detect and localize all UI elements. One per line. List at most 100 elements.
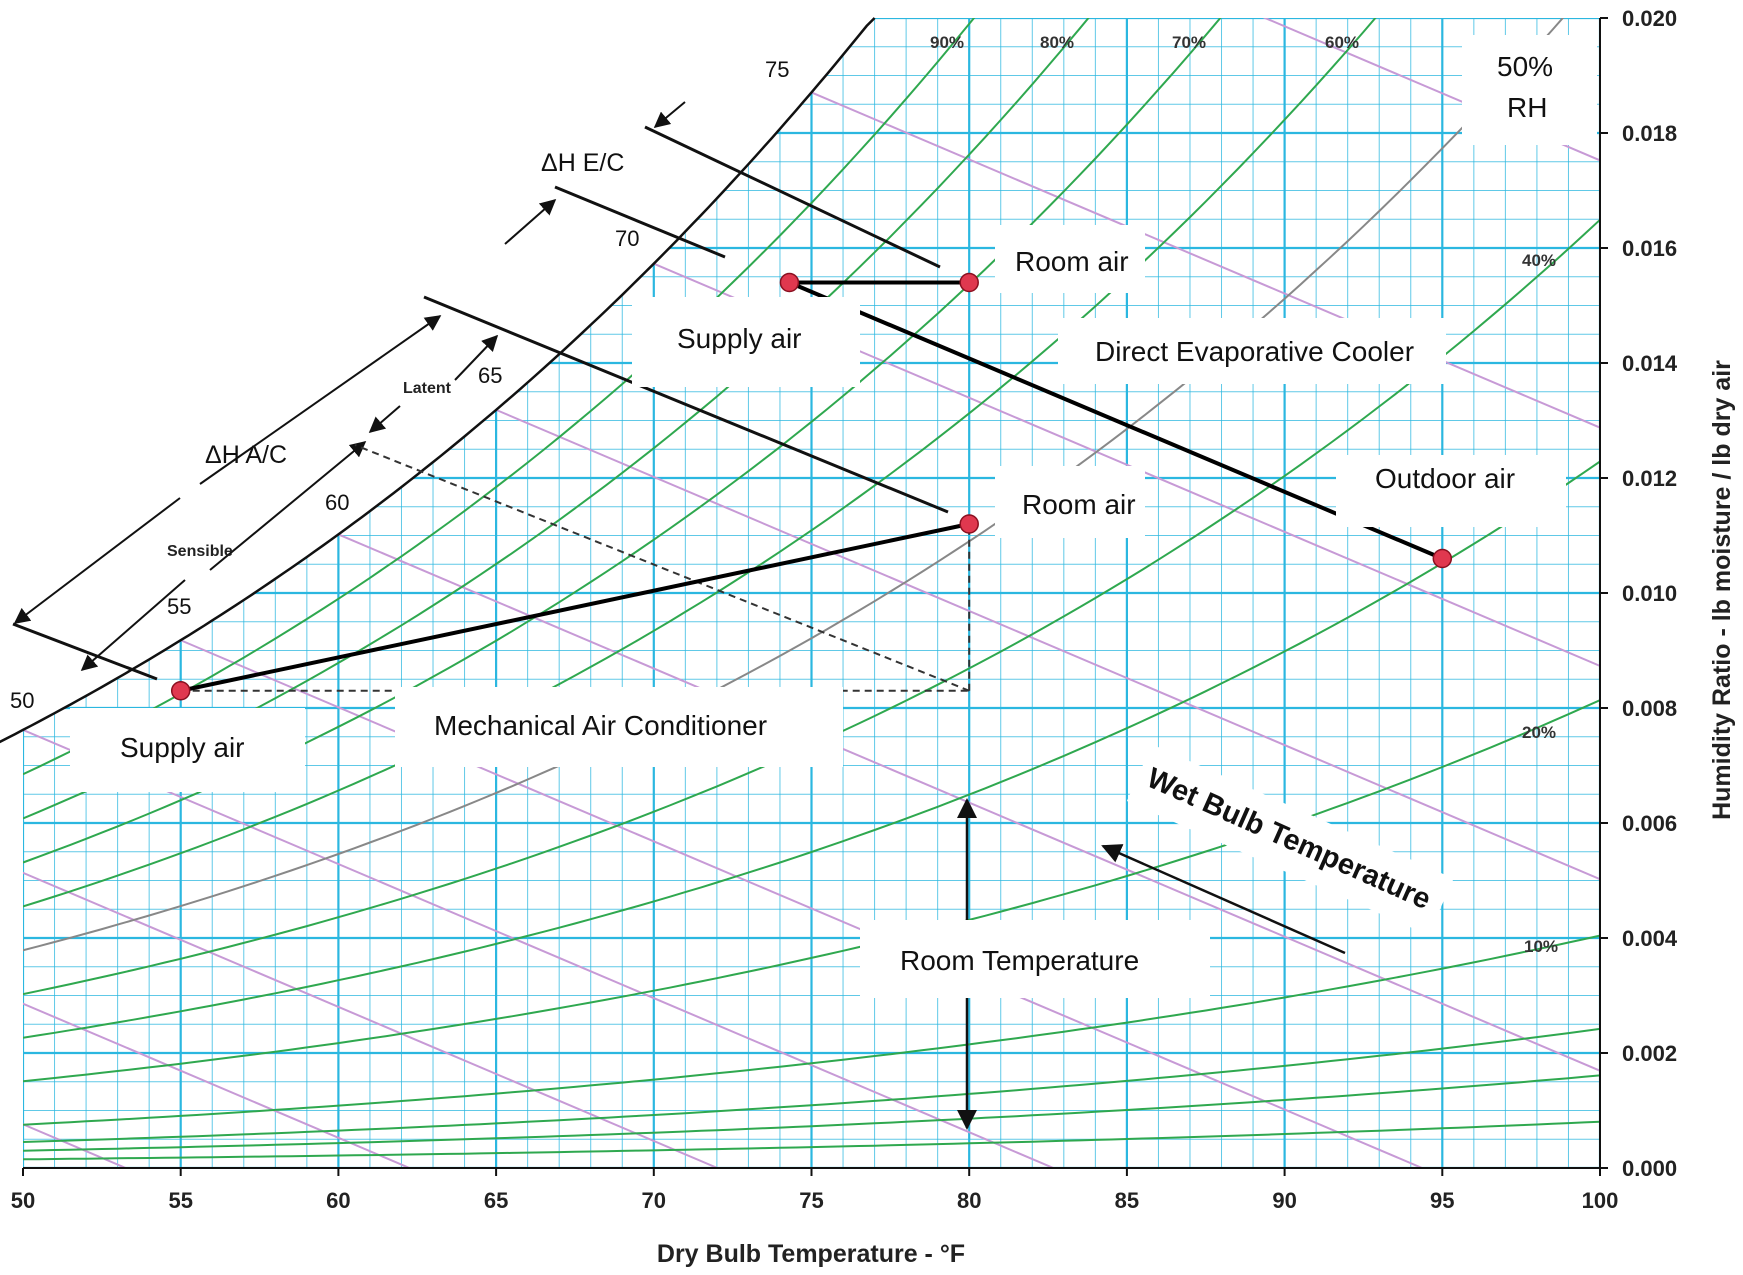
- callout-bg-mac: [395, 687, 843, 767]
- rh-label-70: 70%: [1172, 33, 1206, 52]
- x-tick-label: 80: [957, 1188, 981, 1213]
- rh-curve-2: [23, 1120, 1600, 1161]
- callout-mechanical-air-conditioner: Mechanical Air Conditioner: [434, 710, 767, 741]
- callout-bg-dec: [1058, 318, 1446, 384]
- process-line: [180, 522, 970, 693]
- wb-label-70: 70: [615, 226, 639, 251]
- enthalpy-line-ec-bottom: [554, 185, 726, 259]
- wet-bulb-callout: Wet Bulb Temperature: [1126, 744, 1454, 936]
- x-tick-label: 70: [642, 1188, 666, 1213]
- rh-curve-20: [23, 699, 1600, 1083]
- y-tick-label: 0.014: [1622, 351, 1678, 376]
- x-tick-label: 75: [799, 1188, 823, 1213]
- arrow-ec-in: [653, 101, 686, 129]
- callout-bg-room-air-ac: [995, 466, 1145, 538]
- callout-bg-rh50: [1462, 35, 1597, 145]
- wb-label-65: 65: [478, 363, 502, 388]
- y-tick-label: 0.006: [1622, 811, 1677, 836]
- callout-bg-room-air-ec: [995, 225, 1145, 293]
- callout-room-temperature: Room Temperature: [900, 945, 1139, 976]
- callout-bg-supply-air-ac: [70, 708, 305, 792]
- ac-helper-dashes: [180, 444, 971, 692]
- process-line: [788, 280, 1444, 561]
- state-point: [779, 272, 800, 293]
- state-point: [1432, 548, 1453, 569]
- saturation-mask: [0, 18, 875, 1168]
- y-tick-label: 0.004: [1622, 926, 1678, 951]
- y-tick-label: 0.016: [1622, 236, 1677, 261]
- callout-supply-air-ac: Supply air: [120, 732, 245, 763]
- x-tick-label: 100: [1582, 1188, 1619, 1213]
- arrow-ac-up: [199, 315, 442, 485]
- callout-room-air-ec: Room air: [1015, 246, 1129, 277]
- wet-bulb-line: [23, 1123, 127, 1168]
- wet-bulb-line: [811, 91, 1600, 429]
- wb-label-55: 55: [167, 594, 191, 619]
- arrow-latent-up: [454, 334, 499, 381]
- x-tick-labels: 50 55 60 65 70 75 80 85 90 95 100: [11, 1168, 1619, 1213]
- callout-supply-air-ec: Supply air: [677, 323, 802, 354]
- enthalpy-line-ac-top: [423, 295, 949, 514]
- enthalpy-dash: [354, 444, 970, 692]
- y-tick-label: 0.000: [1622, 1156, 1677, 1181]
- callout-wet-bulb-temperature: Wet Bulb Temperature: [1142, 762, 1435, 916]
- enthalpy-line-ac-bottom: [12, 622, 158, 681]
- y-tick-label: 0.012: [1622, 466, 1677, 491]
- y-tick-labels: 0.000 0.002 0.004 0.006 0.008 0.010 0.012 0.014…: [1600, 6, 1678, 1181]
- x-tick-label: 50: [11, 1188, 35, 1213]
- wet-bulb-line: [653, 262, 1600, 668]
- rh-curve-30: [23, 460, 1600, 1039]
- wet-bulb-line: [180, 639, 1423, 1168]
- y-tick-label: 0.020: [1622, 6, 1677, 31]
- rh-curve-60: [23, 18, 1377, 908]
- y-tick-label: 0.008: [1622, 696, 1677, 721]
- arrow-sensible-down: [80, 579, 186, 672]
- rh-labels: 90% 80% 70% 60% 40% 20% 10%: [930, 33, 1558, 956]
- wb-label-50: 50: [10, 688, 34, 713]
- state-point: [959, 272, 979, 293]
- delta-h-ec-label: ΔH E/C: [541, 149, 624, 177]
- state-point: [170, 681, 191, 701]
- callout-bg-room-temperature: [860, 920, 1210, 998]
- arrow-ec-out: [504, 198, 557, 245]
- callout-bg-supply-air-ec: [632, 297, 860, 387]
- wet-bulb-line: [23, 729, 1054, 1168]
- y-tick-label: 0.018: [1622, 121, 1677, 146]
- callout-rh-label: RH: [1507, 92, 1547, 123]
- x-tick-label: 85: [1115, 1188, 1139, 1213]
- latent-label: Latent: [403, 380, 452, 397]
- x-axis-title: Dry Bulb Temperature - °F: [657, 1240, 965, 1268]
- wb-label-75: 75: [765, 57, 789, 82]
- arrow-latent-down: [368, 405, 401, 434]
- wb-label-60: 60: [325, 490, 349, 515]
- y-tick-label: 0.010: [1622, 581, 1677, 606]
- rh-curve-90: [23, 18, 976, 776]
- callout-bg-wet-bulb: [1126, 744, 1454, 936]
- callout-rh-50: 50%: [1497, 51, 1553, 82]
- x-tick-label: 60: [326, 1188, 350, 1213]
- rh-curve-10: [23, 934, 1600, 1126]
- enthalpy-line-ec-top: [644, 125, 941, 269]
- callout-bg-outdoor-air: [1336, 455, 1566, 527]
- callout-room-air-ac: Room air: [1022, 489, 1136, 520]
- y-axis-title: Humidity Ratio - lb moisture / lb dry ai…: [1708, 360, 1736, 820]
- x-tick-label: 65: [484, 1188, 508, 1213]
- x-tick-label: 95: [1430, 1188, 1454, 1213]
- rh-curve-6: [23, 1027, 1600, 1143]
- sensible-label: Sensible: [167, 543, 233, 560]
- rh-curve-4: [23, 1074, 1600, 1152]
- enthalpy-annotations: [12, 101, 949, 681]
- rh-label-10: 10%: [1524, 937, 1558, 956]
- x-tick-label: 90: [1272, 1188, 1296, 1213]
- wet-bulb-line: [338, 533, 1600, 1072]
- wet-bulb-line: [23, 871, 718, 1168]
- wet-bulb-labels: 50 55 60 65 70 75: [10, 57, 789, 713]
- arrow-ac-down: [13, 497, 181, 624]
- wet-bulb-arrow: [1101, 844, 1346, 955]
- state-point: [959, 514, 979, 534]
- callout-outdoor-air: Outdoor air: [1375, 463, 1515, 494]
- rh-label-60: 60%: [1325, 33, 1359, 52]
- x-tick-label: 55: [168, 1188, 192, 1213]
